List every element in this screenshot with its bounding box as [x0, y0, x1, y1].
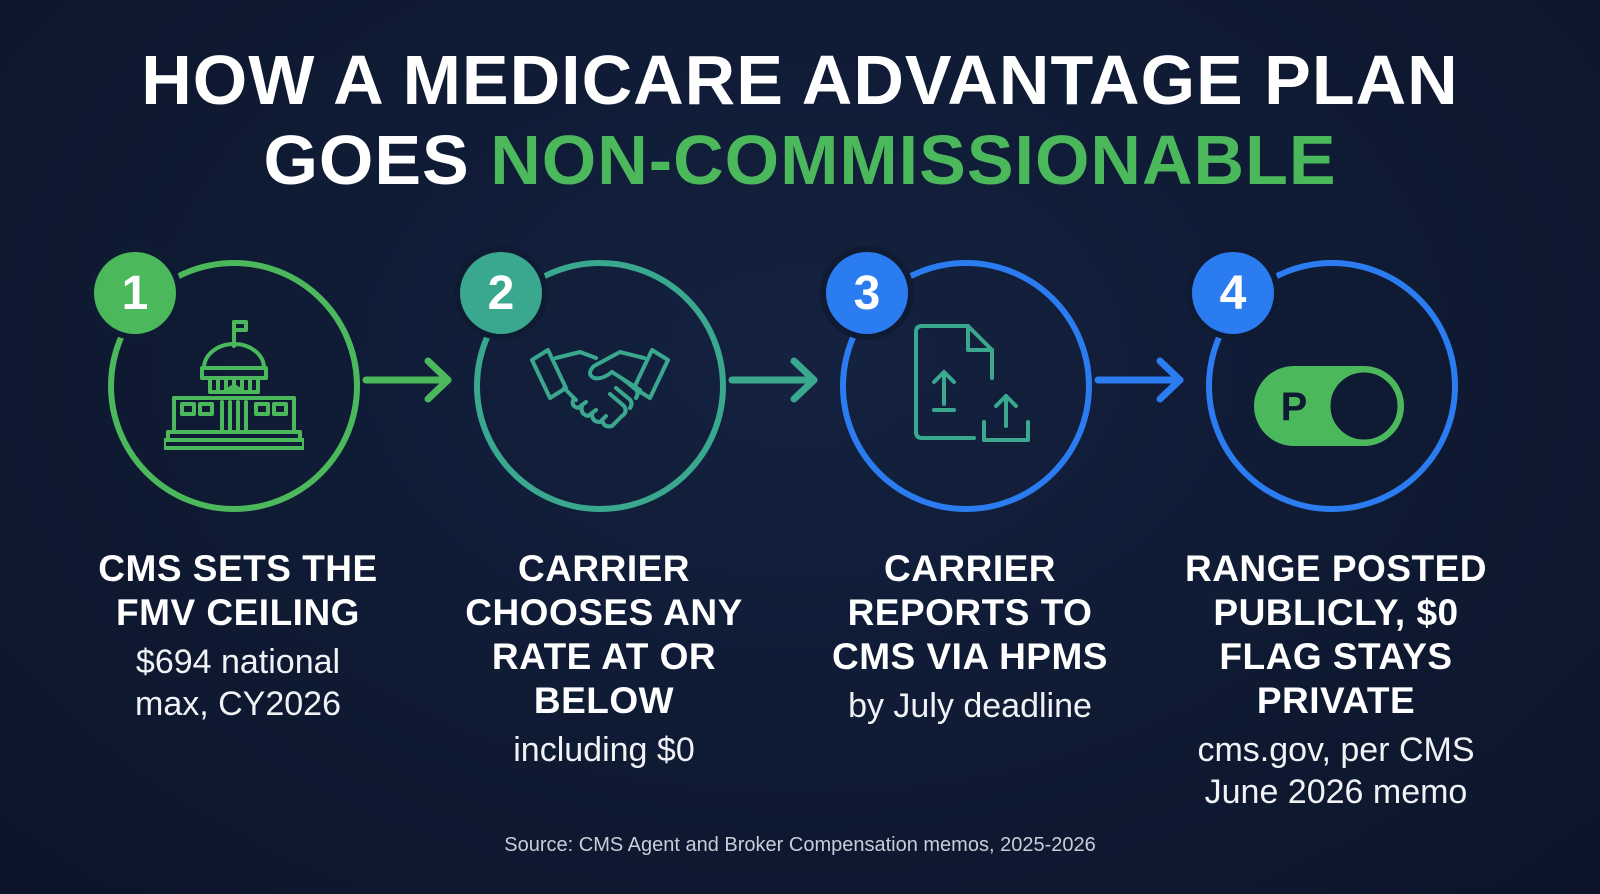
step-4-label: RANGE POSTED PUBLICLY, $0 FLAG STAYS PRI… — [1156, 547, 1516, 813]
step-2-label: CARRIER CHOOSES ANY RATE AT OR BELOW inc… — [424, 547, 784, 771]
step-2-subtitle: including $0 — [513, 731, 695, 769]
arrow-1-to-2 — [362, 357, 452, 403]
title-line-2: GOES NON-COMMISSIONABLE — [0, 120, 1600, 200]
step-4-badge: 4 — [1192, 252, 1274, 334]
step-1-circle — [108, 260, 360, 512]
step-3-label: CARRIER REPORTS TO CMS VIA HPMS by July … — [790, 547, 1150, 727]
infographic-title: HOW A MEDICARE ADVANTAGE PLAN GOES NON-C… — [0, 40, 1600, 200]
toggle-letter: P — [1281, 385, 1308, 429]
step-1-title: CMS SETS THE FMV CEILING — [98, 548, 378, 633]
step-2-title: CARRIER CHOOSES ANY RATE AT OR BELOW — [465, 548, 743, 721]
step-1-label: CMS SETS THE FMV CEILING $694 national m… — [58, 547, 418, 725]
step-2-badge: 2 — [460, 252, 542, 334]
privacy-toggle-icon: P — [1254, 366, 1404, 446]
title-line-1: HOW A MEDICARE ADVANTAGE PLAN — [141, 41, 1459, 119]
arrow-2-to-3 — [728, 357, 818, 403]
step-4-circle — [1206, 260, 1458, 512]
handshake-icon — [530, 348, 670, 429]
step-1-subtitle: $694 national max, CY2026 — [135, 643, 341, 723]
title-line-2-prefix: GOES — [263, 121, 470, 199]
source-note: Source: CMS Agent and Broker Compensatio… — [504, 834, 1096, 856]
step-4-subtitle: cms.gov, per CMS June 2026 memo — [1197, 731, 1475, 811]
step-2-circle — [474, 260, 726, 512]
title-highlight: NON-COMMISSIONABLE — [490, 121, 1337, 199]
document-upload-icon — [914, 324, 1030, 442]
step-3-title: CARRIER REPORTS TO CMS VIA HPMS — [832, 548, 1108, 677]
step-3-circle — [840, 260, 1092, 512]
step-3-subtitle: by July deadline — [848, 687, 1092, 725]
arrow-3-to-4 — [1094, 357, 1184, 403]
step-1-badge: 1 — [94, 252, 176, 334]
step-4-title: RANGE POSTED PUBLICLY, $0 FLAG STAYS PRI… — [1184, 548, 1488, 721]
step-3-badge: 3 — [826, 252, 908, 334]
capitol-building-icon — [164, 320, 304, 450]
